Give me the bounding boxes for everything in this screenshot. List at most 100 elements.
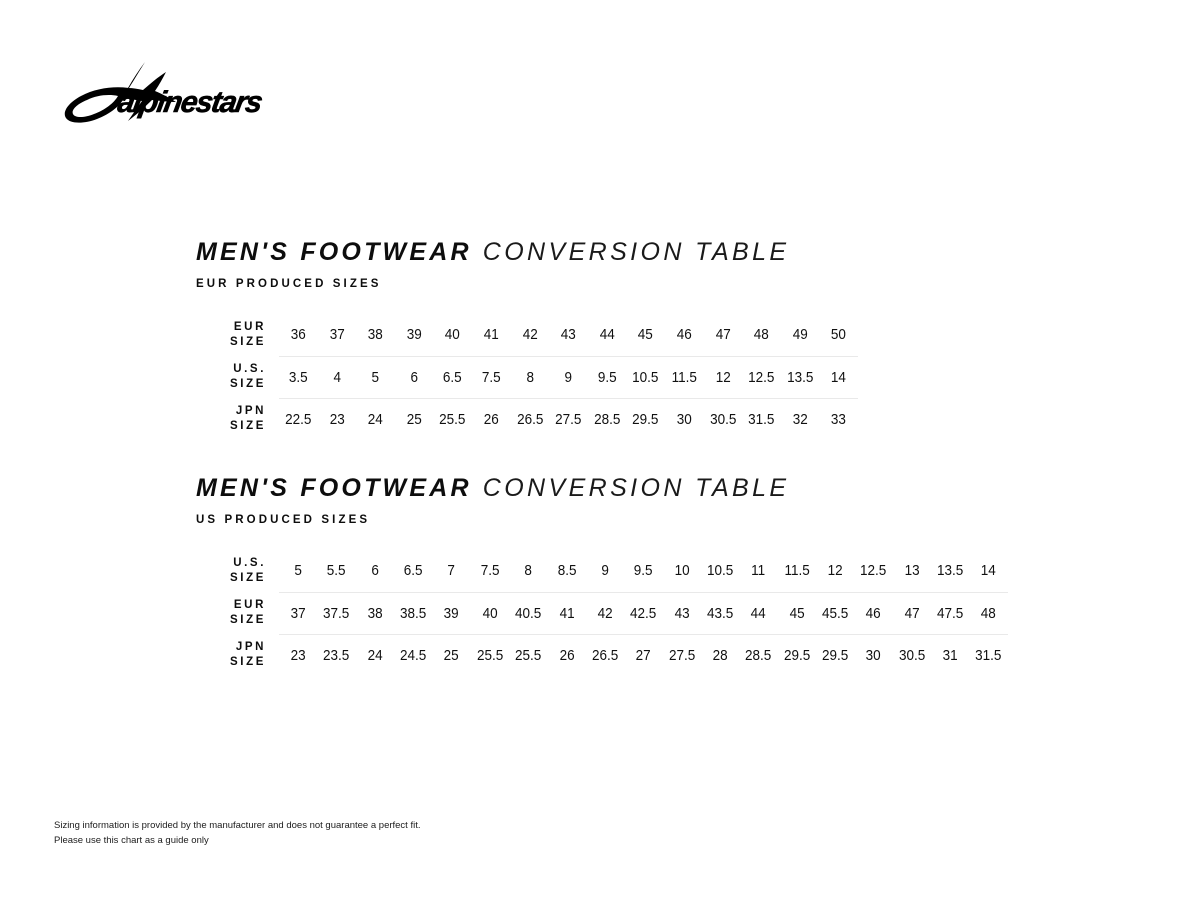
- cell: 10: [674, 562, 690, 580]
- chart-subtitle-eur: EUR PRODUCED SIZES: [196, 278, 382, 290]
- table-row: U.S. SIZE 5 5.5 6 6.5 7 7.5 8 8.5 9 9.5 …: [196, 550, 1008, 592]
- cell: 8: [512, 355, 548, 398]
- cell: 37: [280, 591, 316, 634]
- cell: 5: [358, 355, 393, 398]
- cell: 45: [779, 591, 815, 634]
- row-label-line2: SIZE: [230, 656, 266, 669]
- cell: 46: [676, 326, 692, 344]
- cell: 29.5: [628, 397, 664, 440]
- row-label-line2: SIZE: [230, 420, 266, 433]
- cell: 28: [702, 633, 738, 676]
- cell: 10.5: [628, 355, 664, 398]
- row-label-line2: SIZE: [230, 571, 266, 584]
- row-label-line2: SIZE: [230, 335, 266, 348]
- cell: 36: [290, 326, 306, 344]
- row-label-line1: U.S.: [233, 362, 266, 375]
- chart-title-main: MEN'S FOOTWEAR: [196, 474, 472, 502]
- cell: 24.5: [395, 633, 431, 676]
- cell: 25: [434, 633, 469, 676]
- cell: 37.5: [319, 591, 354, 634]
- chart-title-sub: CONVERSION TABLE: [482, 238, 790, 266]
- cell: 40: [445, 326, 461, 344]
- cell: 12.5: [744, 355, 779, 398]
- cell: 8: [524, 562, 533, 580]
- chart-subtitle-us: US PRODUCED SIZES: [196, 514, 371, 526]
- cell: 13: [904, 562, 920, 580]
- cell: 41: [549, 591, 584, 634]
- cell: 26.5: [587, 633, 623, 676]
- chart-title-main: MEN'S FOOTWEAR: [196, 238, 472, 266]
- chart-title-us: MEN'S FOOTWEAR CONVERSION TABLE: [196, 476, 1008, 501]
- row-label-eur-size: EUR SIZE: [196, 591, 279, 634]
- cell: 28.5: [589, 397, 625, 440]
- size-table-us: U.S. SIZE 5 5.5 6 6.5 7 7.5 8 8.5 9 9.5 …: [196, 550, 1008, 676]
- table-row: EUR SIZE 36 37 38 39 40 41 42 43 44 45 4…: [196, 314, 858, 356]
- cell: 30.5: [705, 397, 741, 440]
- cell: 33: [821, 397, 857, 440]
- cell: 9: [601, 562, 609, 580]
- svg-text:alpinestars: alpinestars: [115, 86, 264, 119]
- disclaimer-line-1: Sizing information is provided by the ma…: [54, 820, 421, 831]
- cell: 47.5: [933, 591, 968, 634]
- row-label-us-size: U.S. SIZE: [196, 355, 279, 398]
- row-label-line1: U.S.: [233, 556, 266, 569]
- cell: 27.5: [664, 633, 700, 676]
- cell: 6: [371, 562, 379, 580]
- cell: 6: [396, 355, 432, 398]
- cell: 49: [792, 326, 808, 344]
- cell: 47: [715, 326, 731, 344]
- cell: 40.5: [511, 591, 546, 634]
- cell: 38.5: [395, 591, 431, 634]
- cell: 8.5: [557, 562, 577, 580]
- cell: 50: [831, 326, 847, 344]
- cell: 30.5: [894, 633, 930, 676]
- cell: 30: [666, 397, 702, 440]
- table-row: JPN SIZE 23 23.5 24 24.5 25 25.5 25.5 26…: [196, 633, 1008, 676]
- row-label-line1: EUR: [233, 598, 266, 611]
- cell: 45: [638, 326, 654, 344]
- cell: 32: [782, 397, 818, 440]
- cell: 6.5: [403, 562, 423, 580]
- cell: 14: [981, 562, 997, 580]
- cell: 45.5: [817, 591, 853, 634]
- cell: 9: [551, 355, 586, 398]
- cell: 11: [751, 562, 766, 580]
- cell: 39: [406, 326, 422, 344]
- row-label-line2: SIZE: [230, 378, 266, 390]
- cell: 13.5: [782, 355, 818, 398]
- cell: 22.5: [280, 397, 316, 440]
- cell: 7.5: [473, 355, 509, 398]
- cell: 26: [549, 633, 584, 676]
- table-row: U.S. SIZE 3.5 4 5 6 6.5 7.5 8 9 9.5 10.5…: [196, 355, 858, 398]
- cell: 14: [821, 355, 857, 398]
- cell: 7: [447, 562, 456, 580]
- cell: 28.5: [741, 633, 776, 676]
- cell: 40: [472, 591, 508, 634]
- chart-title-eur: MEN'S FOOTWEAR CONVERSION TABLE: [196, 240, 858, 265]
- cell: 23: [319, 397, 355, 440]
- row-label-line1: EUR: [233, 320, 266, 333]
- cell: 25: [396, 397, 432, 440]
- disclaimer: Sizing information is provided by the ma…: [54, 818, 421, 849]
- disclaimer-line-2: Please use this chart as a guide only: [54, 835, 209, 847]
- cell: 31.5: [971, 633, 1007, 676]
- cell: 9.5: [589, 355, 625, 398]
- cell: 12.5: [860, 562, 887, 580]
- cell: 6.5: [435, 355, 471, 398]
- cell: 13.5: [937, 562, 964, 580]
- row-label-line1: JPN: [235, 405, 266, 418]
- cell: 27: [626, 633, 661, 676]
- cell: 44: [741, 591, 776, 634]
- conversion-chart-us: MEN'S FOOTWEAR CONVERSION TABLE US PRODUC…: [196, 476, 1008, 676]
- cell: 38: [357, 591, 393, 634]
- cell: 48: [753, 326, 769, 344]
- cell: 41: [483, 326, 499, 344]
- cell: 4: [319, 355, 355, 398]
- cell: 39: [434, 591, 469, 634]
- cell: 26: [473, 397, 509, 440]
- cell: 38: [367, 326, 383, 344]
- row-label-jpn-size: JPN SIZE: [196, 397, 279, 440]
- cell: 31.5: [744, 397, 779, 440]
- cell: 31: [933, 633, 968, 676]
- cell: 42: [587, 591, 623, 634]
